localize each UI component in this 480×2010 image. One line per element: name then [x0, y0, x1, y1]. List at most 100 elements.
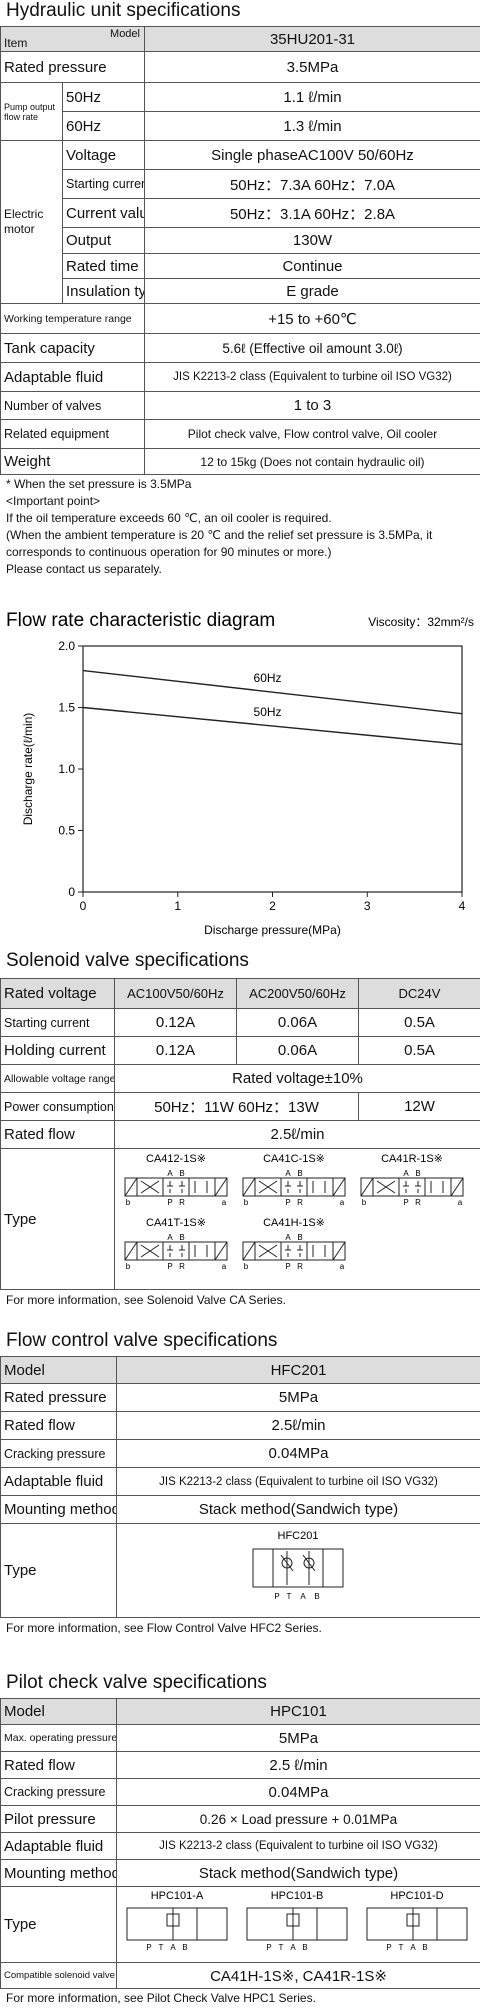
model-caption: CA412-1S※ [146, 1153, 206, 1165]
row-value: 5MPa [116, 1383, 480, 1412]
row-value: Stack method(Sandwich type) [116, 1495, 480, 1524]
row-value: 5MPa [116, 1724, 480, 1752]
row-value: 2.5 ℓ/min [116, 1751, 480, 1779]
row-label: Mounting method [0, 1495, 117, 1524]
series-label: 50Hz [254, 705, 282, 719]
row-label: Rated flow [0, 1120, 115, 1149]
x-tick-label: 3 [364, 899, 371, 913]
port-label: T [279, 1943, 284, 1952]
table-row: Electric motor Voltage Single phaseAC100V … [0, 140, 480, 304]
symbol-line [258, 1180, 278, 1193]
x-tick-label: 4 [459, 899, 466, 913]
port-label: R [297, 1262, 303, 1271]
y-tick-label: 1.0 [58, 762, 75, 776]
y-tick-label: 0 [68, 885, 75, 899]
symbol-box [366, 1907, 468, 1940]
port-label: a [222, 1198, 227, 1207]
note-line: Please contact us separately. [6, 562, 162, 576]
row-label: Adaptable fluid [0, 362, 145, 392]
port-label: P [386, 1943, 391, 1952]
series-line [82, 669, 463, 715]
port-label: A [290, 1943, 296, 1952]
symbol-box [162, 1177, 190, 1196]
row-label: Starting current [62, 169, 145, 199]
port-label: B [297, 1233, 302, 1242]
table-row: Weight 12 to 15kg (Does not contain hydra… [0, 448, 480, 475]
symbol-line [360, 1177, 374, 1196]
row-value: 1.1 ℓ/min [144, 82, 480, 112]
port-label: P [285, 1198, 290, 1207]
row-value: 3.5MPa [144, 51, 480, 83]
row-value: 50Hz：7.3A 60Hz：7.0A [144, 169, 480, 199]
symbol-line [214, 1177, 228, 1196]
row-label: Voltage [62, 140, 145, 170]
row-label: Type [0, 1523, 117, 1618]
port-label: B [179, 1169, 184, 1178]
section-title: Flow control valve specifications [6, 1330, 278, 1351]
symbol-box [252, 1548, 344, 1587]
row-value: 35HU201-31 [144, 26, 480, 52]
symbol-box [188, 1241, 216, 1260]
table-row: Rated flow 2.5 ℓ/min [0, 1751, 480, 1779]
row-label: Pilot pressure [0, 1805, 117, 1833]
row-label: Type [0, 1148, 115, 1290]
table-row: Power consumption 50Hz：11W 60Hz：13W 12W [0, 1092, 480, 1121]
symbol-line [140, 1244, 160, 1257]
symbol-line [332, 1177, 346, 1196]
row-value: HFC201 [116, 1356, 480, 1384]
port-label: a [222, 1262, 227, 1271]
model-caption: HFC201 [278, 1530, 319, 1542]
port-label: A [170, 1943, 176, 1952]
table-row: Working temperature range +15 to +60℃ [0, 303, 480, 334]
table-row: Current value※50Hz：3.1A 60Hz：2.8A [1, 198, 480, 228]
table-row: Mounting method Stack method(Sandwich typ… [0, 1495, 480, 1524]
row-label: Related equipment [0, 419, 145, 449]
symbol-line [280, 1554, 294, 1571]
row-label: Number of valves [0, 391, 145, 420]
table-body: Model HPC101 Max. operating pressure 5MPa Ra… [0, 1698, 480, 1989]
x-axis-label: Discharge pressure(MPa) [204, 923, 341, 937]
symbol-line [242, 1241, 256, 1260]
symbol-box [332, 1241, 346, 1260]
port-label: R [297, 1198, 303, 1207]
y-tick-label: 2.0 [58, 639, 75, 653]
symbol-line [124, 1241, 138, 1260]
y-axis-label: Discharge rate(ℓ/min) [21, 713, 35, 826]
port-label: b [126, 1198, 131, 1207]
port-label: P [266, 1943, 271, 1952]
row-value: JIS K2213-2 class (Equivalent to turbine… [116, 1832, 480, 1860]
table-row: Model Item 35HU201-31 [0, 26, 480, 52]
group-label: Electric motor [0, 140, 63, 304]
port-label: a [458, 1198, 463, 1207]
table-body: Rated voltage AC100V50/60Hz AC200V50/60Hz D… [0, 978, 480, 1290]
y-tick-label: 0.5 [58, 824, 75, 838]
table-row: Rated time Continue [1, 253, 480, 279]
row-value: E grade [144, 278, 480, 304]
table-row: Rated flow 2.5ℓ/min [0, 1120, 480, 1149]
row-value: AC200V50/60Hz [236, 978, 359, 1009]
port-label: b [362, 1198, 367, 1207]
row-label: Starting current [0, 1008, 115, 1037]
row-label: Rated time [62, 253, 145, 279]
row-value: 2.5ℓ/min [116, 1411, 480, 1440]
row-value: Single phaseAC100V 50/60Hz [144, 140, 480, 170]
row-label: Rated pressure [0, 51, 145, 83]
row-label: Cracking pressure [0, 1439, 117, 1468]
row-label: Model [0, 1698, 117, 1725]
model-caption: HPC101-B [271, 1890, 324, 1902]
row-label: Rated voltage [0, 978, 115, 1009]
row-value: 50Hz：11W 60Hz：13W [114, 1092, 359, 1121]
chart-subtitle: Viscosity：32mm²/s [368, 615, 474, 629]
port-label: R [179, 1198, 185, 1207]
port-label: B [415, 1169, 420, 1178]
port-label: R [415, 1198, 421, 1207]
row-value: HPC101 [116, 1698, 480, 1725]
section-title: Pilot check valve specifications [6, 1672, 267, 1693]
symbol-box [214, 1241, 228, 1260]
model-caption: CA41H-1S※ [263, 1217, 325, 1229]
row-label: Rated pressure [0, 1383, 117, 1412]
port-label: A [285, 1169, 291, 1178]
note: For more information, see Solenoid Valve… [6, 1293, 286, 1307]
x-tick-label: 1 [174, 899, 181, 913]
